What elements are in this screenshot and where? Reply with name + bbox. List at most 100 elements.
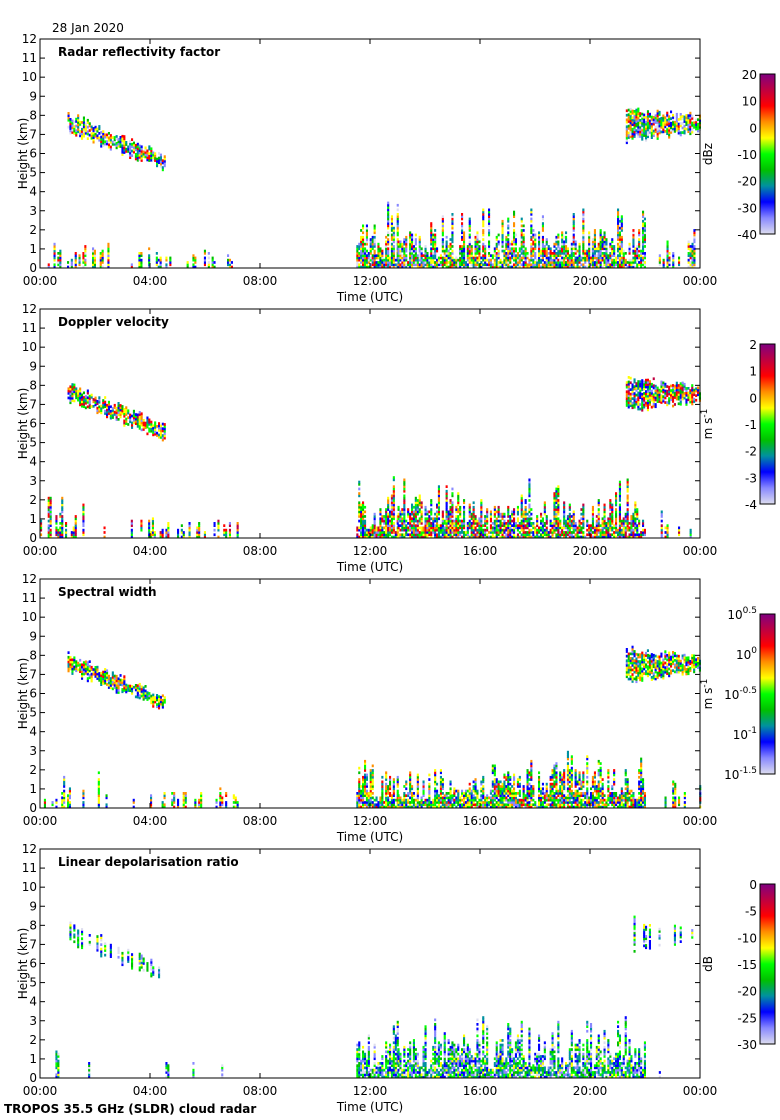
- echo-cell: [514, 263, 517, 267]
- echo-cell: [513, 224, 516, 228]
- echo-cell: [645, 127, 648, 131]
- echo-cell: [509, 519, 512, 523]
- echo-cell: [392, 485, 395, 488]
- echo-cell: [387, 512, 390, 516]
- echo-cell: [188, 531, 191, 534]
- echo-cell: [561, 252, 564, 255]
- echo-cell: [611, 254, 614, 257]
- echo-cell: [497, 249, 500, 253]
- echo-cell: [629, 376, 632, 380]
- echo-cell: [538, 528, 541, 532]
- echo-cell: [381, 526, 384, 530]
- echo-cell: [434, 265, 437, 269]
- echo-cell: [67, 125, 70, 129]
- echo-cell: [217, 524, 220, 527]
- echo-cell: [634, 522, 637, 525]
- echo-cell: [451, 240, 454, 244]
- echo-cell: [390, 524, 393, 527]
- echo-cell: [528, 483, 531, 486]
- echo-cell: [455, 517, 458, 521]
- echo-cell: [603, 254, 606, 257]
- echo-cell: [618, 249, 621, 253]
- echo-cell: [526, 524, 529, 527]
- echo-cell: [449, 263, 452, 267]
- echo-cell: [86, 389, 89, 393]
- echo-cell: [365, 235, 368, 239]
- echo-cell: [57, 533, 60, 537]
- echo-cell: [441, 528, 444, 532]
- echo-cell: [572, 242, 575, 246]
- echo-cell: [691, 393, 694, 397]
- echo-cell: [632, 522, 635, 525]
- echo-cell: [522, 510, 525, 514]
- echo-cell: [103, 526, 106, 530]
- echo-cell: [536, 535, 539, 539]
- echo-cell: [520, 229, 523, 232]
- echo-cell: [387, 238, 390, 241]
- echo-cell: [588, 254, 591, 257]
- echo-cell: [516, 261, 519, 264]
- echo-cell: [503, 526, 506, 530]
- echo-cell: [360, 256, 363, 260]
- echo-cell: [555, 247, 558, 251]
- echo-cell: [397, 256, 400, 260]
- echo-cell: [646, 133, 649, 136]
- echo-cell: [397, 265, 400, 269]
- echo-cell: [509, 524, 512, 527]
- echo-cell: [476, 533, 479, 537]
- echo-cell: [633, 392, 636, 395]
- echo-cell: [445, 496, 448, 500]
- echo-cell: [74, 515, 77, 518]
- echo-cell: [84, 263, 87, 267]
- echo-cell: [668, 401, 671, 405]
- echo-cell: [620, 252, 623, 255]
- echo-cell: [463, 524, 466, 527]
- echo-cell: [420, 505, 423, 509]
- echo-cell: [588, 258, 591, 262]
- echo-cell: [75, 120, 78, 123]
- echo-cell: [392, 233, 395, 237]
- echo-cell: [597, 247, 600, 251]
- echo-cell: [646, 390, 649, 393]
- echo-cell: [540, 519, 543, 523]
- echo-cell: [480, 512, 483, 516]
- echo-cell: [626, 508, 629, 511]
- echo-cell: [412, 261, 415, 264]
- echo-cell: [540, 533, 543, 537]
- echo-cell: [536, 517, 539, 521]
- echo-cell: [572, 531, 575, 534]
- echo-cell: [524, 252, 527, 255]
- echo-cell: [627, 376, 630, 379]
- echo-cell: [434, 242, 437, 246]
- echo-cell: [513, 510, 516, 514]
- echo-cell: [528, 508, 531, 511]
- echo-cell: [369, 263, 372, 267]
- echo-cell: [207, 265, 210, 269]
- echo-cell: [557, 501, 560, 505]
- echo-cell: [356, 535, 359, 539]
- echo-cell: [578, 247, 581, 251]
- echo-cell: [451, 515, 454, 518]
- echo-cell: [96, 134, 99, 138]
- echo-cell: [125, 417, 128, 421]
- echo-cell: [432, 238, 435, 241]
- echo-cell: [513, 508, 516, 511]
- echo-cell: [445, 510, 448, 514]
- echo-cell: [466, 524, 469, 527]
- echo-cell: [582, 245, 585, 248]
- echo-cell: [555, 528, 558, 532]
- echo-cell: [445, 526, 448, 530]
- echo-cell: [59, 252, 62, 255]
- echo-cell: [420, 263, 423, 267]
- echo-cell: [511, 528, 514, 532]
- echo-cell: [632, 245, 635, 248]
- echo-cell: [225, 528, 228, 532]
- echo-cell: [371, 535, 374, 539]
- echo-cell: [412, 526, 415, 530]
- echo-cell: [591, 517, 594, 521]
- echo-cell: [656, 388, 659, 392]
- echo-cell: [505, 528, 508, 532]
- echo-cell: [637, 135, 640, 138]
- echo-cell: [650, 405, 653, 409]
- echo-cell: [670, 384, 673, 388]
